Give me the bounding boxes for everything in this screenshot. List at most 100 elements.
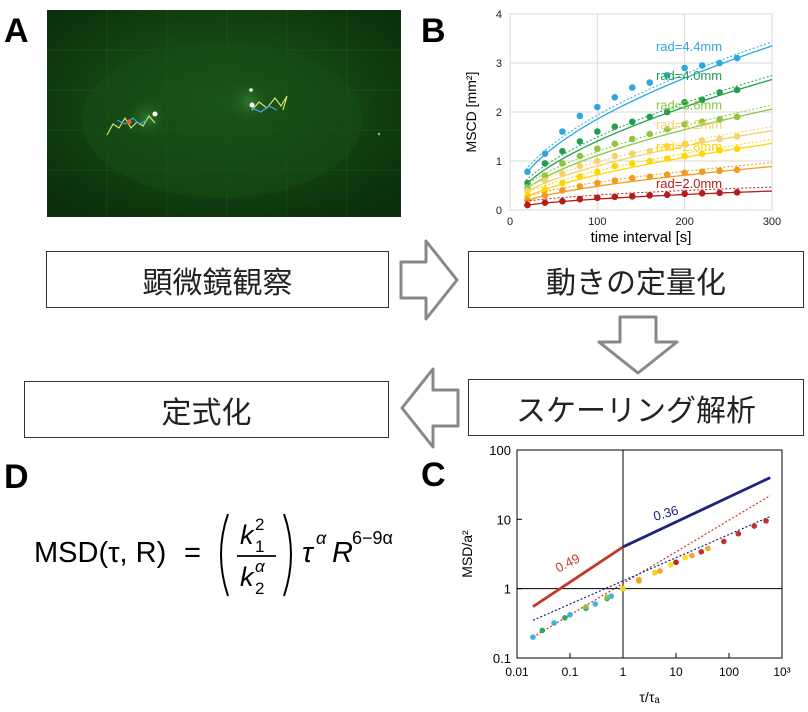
step-formulation: 定式化 [24,381,389,438]
y-tick-label: 3 [496,58,502,70]
trajectory-right-yellow [251,95,288,111]
data-point [576,162,584,170]
data-point [663,155,671,162]
data-point [539,627,546,634]
equation-equals: = [184,537,201,569]
data-point [611,177,619,184]
data-point [698,549,705,555]
data-point [559,128,566,135]
arrow-left-icon [400,367,460,449]
micrograph-image [47,10,401,217]
data-point [646,192,654,199]
data-point [716,135,723,143]
particle-right-small [249,88,253,92]
x-tick-label: 200 [675,216,693,228]
data-point [541,150,549,157]
data-point [689,552,695,559]
fit-curve [525,108,773,190]
data-point [652,569,658,576]
data-point [576,152,584,160]
data-point [576,173,584,180]
data-point [611,193,619,201]
particle-glow-right [225,78,273,126]
data-point [559,187,566,194]
msd-time-chart: 0 1 2 3 4 0 100 200 300 time interval [s] MSCD [mm… [463,9,781,246]
data-point [611,123,619,130]
data-point [716,189,723,197]
panel-label-d: D [4,458,29,496]
x-axis-label: τ/τₐ [639,689,660,705]
data-point [559,147,566,155]
data-point [530,634,536,640]
fit-line [622,476,771,549]
data-point [716,146,723,154]
data-point [592,601,599,607]
data-point [698,150,706,157]
x-tick-label: 300 [763,216,781,228]
data-point [594,179,601,187]
series-label: rad=4.4mm [656,39,722,54]
arrow-right-icon [399,239,459,321]
fit-line-dotted [532,515,771,621]
data-point [611,162,619,170]
x-tick-label: 0.01 [505,665,529,679]
data-point [594,128,601,135]
data-point [646,79,654,86]
x-tick-label: 1 [620,665,627,679]
data-point [716,167,723,175]
plot-area [516,449,783,659]
step-quantification: 動きの定量化 [468,251,804,308]
micrograph-vessel [82,42,362,198]
fit-curve-dotted [525,75,773,182]
data-point [620,585,626,592]
data-point [681,190,688,198]
data-point [646,130,654,138]
equation-left-paren [220,513,229,597]
particle-right-white [249,102,255,108]
equation-r: R [332,537,353,569]
data-point [733,189,741,196]
data-point [716,116,723,123]
data-point [524,168,531,176]
data-point [733,86,741,94]
particle-left-red [126,119,132,125]
equation-k2-sup: α [255,557,266,576]
data-point [681,98,688,106]
panel-label-c: C [421,456,446,494]
particle-glow-left [125,96,169,140]
data-point [628,174,636,182]
data-point [646,173,654,180]
data-point [681,64,688,72]
y-tick-label: 10 [497,512,511,527]
equation-right-paren [283,513,292,597]
data-point [663,171,671,179]
data-point [663,71,671,79]
data-point [698,96,706,104]
data-point [763,518,769,524]
data-point [657,568,663,574]
data-point [576,183,584,190]
y-axis-label: MSD/a² [459,530,475,578]
data-point [663,143,671,150]
data-point [541,172,549,179]
data-point [716,59,723,67]
data-point [733,166,741,174]
data-point [716,89,723,96]
equation-lhs: MSD(τ, R) [34,537,166,569]
particle-left-white [152,111,158,117]
y-tick-label: 1 [496,156,502,168]
data-point [524,201,531,209]
data-point [594,168,601,176]
data-point [576,195,584,203]
data-point [663,125,671,133]
series-label: rad=3.6mm [656,98,722,113]
data-point [608,593,615,599]
trajectory-left-yellow [106,114,156,136]
data-point [628,192,636,200]
data-point [663,108,671,116]
x-tick-label: 100 [588,216,606,228]
x-tick-label: 10³ [773,665,790,679]
data-point [559,197,566,205]
data-point [681,140,688,148]
equation-k2-sub: 2 [255,579,264,598]
